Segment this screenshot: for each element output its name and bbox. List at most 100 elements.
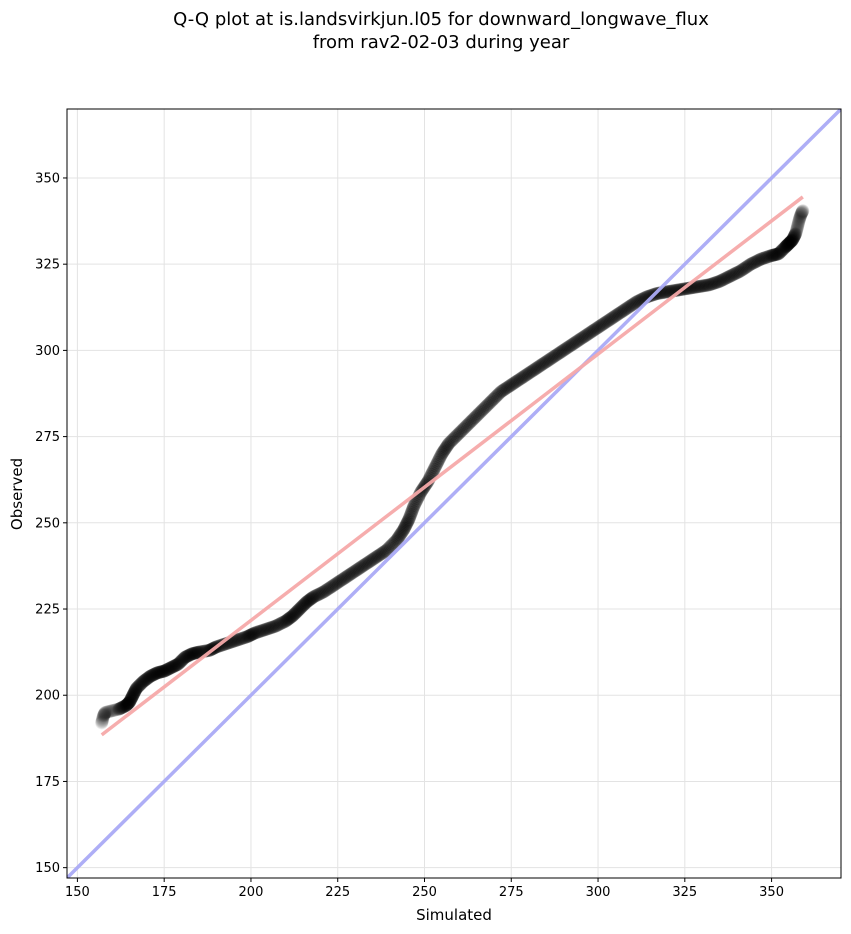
qq-point	[782, 236, 796, 250]
qq-point	[308, 589, 322, 603]
qq-point	[175, 653, 189, 667]
qq-point	[431, 454, 445, 468]
qq-point	[245, 627, 259, 641]
qq-point	[761, 250, 775, 264]
qq-point	[129, 681, 143, 695]
qq-point	[787, 230, 801, 244]
qq-point	[309, 589, 323, 603]
qq-point	[796, 204, 810, 218]
qq-point	[581, 327, 595, 341]
qq-point	[627, 297, 641, 311]
qq-point	[172, 656, 186, 670]
x-tick-label: 200	[239, 885, 264, 900]
qq-point	[142, 670, 156, 684]
qq-point	[790, 224, 804, 238]
qq-point	[758, 251, 772, 265]
qq-point	[524, 365, 538, 379]
qq-point	[247, 627, 261, 641]
qq-point	[147, 668, 161, 682]
qq-point	[767, 248, 781, 262]
qq-point	[516, 370, 530, 384]
qq-point	[621, 300, 635, 314]
qq-point	[364, 554, 378, 568]
qq-point	[126, 687, 140, 701]
qq-point	[395, 525, 409, 539]
qq-point	[95, 715, 109, 729]
qq-point	[795, 205, 809, 219]
qq-point	[116, 700, 130, 714]
qq-point	[762, 249, 776, 263]
qq-point	[120, 697, 134, 711]
qq-point	[500, 380, 514, 394]
qq-point	[582, 326, 596, 340]
qq-point	[603, 312, 617, 326]
qq-point	[244, 628, 258, 642]
qq-point	[356, 559, 370, 573]
qq-point	[659, 285, 673, 299]
qq-point	[788, 229, 802, 243]
qq-point	[786, 231, 800, 245]
qq-point	[437, 444, 451, 458]
qq-point	[473, 405, 487, 419]
qq-point	[616, 304, 630, 318]
qq-point	[185, 647, 199, 661]
qq-point	[342, 568, 356, 582]
qq-point	[709, 276, 723, 290]
qq-point	[430, 457, 444, 471]
qq-point	[260, 622, 274, 636]
qq-point	[366, 552, 380, 566]
qq-point	[279, 614, 293, 628]
qq-point	[791, 217, 805, 231]
qq-point	[297, 598, 311, 612]
qq-point	[427, 462, 441, 476]
qq-point	[319, 583, 333, 597]
qq-point	[472, 407, 486, 421]
qq-point	[95, 713, 109, 727]
qq-point	[576, 330, 590, 344]
qq-point	[285, 610, 299, 624]
qq-point	[391, 530, 405, 544]
qq-point	[151, 666, 165, 680]
qq-point	[129, 682, 143, 696]
qq-point	[784, 234, 798, 248]
qq-point	[129, 683, 143, 697]
qq-point	[785, 233, 799, 247]
qq-point	[288, 606, 302, 620]
qq-point	[267, 620, 281, 634]
qq-point	[790, 222, 804, 236]
qq-point	[534, 358, 548, 372]
qq-point	[397, 521, 411, 535]
qq-point	[569, 335, 583, 349]
qq-point	[590, 321, 604, 335]
qq-point	[450, 429, 464, 443]
qq-point	[96, 712, 110, 726]
qq-point	[539, 355, 553, 369]
qq-point	[394, 527, 408, 541]
qq-point	[121, 696, 135, 710]
qq-point	[110, 702, 124, 716]
qq-point	[794, 207, 808, 221]
qq-point	[373, 548, 387, 562]
qq-point	[448, 430, 462, 444]
qq-point	[158, 664, 172, 678]
qq-point	[700, 278, 714, 292]
qq-point	[788, 228, 802, 242]
qq-point	[292, 603, 306, 617]
qq-point	[791, 219, 805, 233]
qq-point	[491, 387, 505, 401]
qq-point	[585, 324, 599, 338]
qq-point	[281, 612, 295, 626]
qq-point	[543, 352, 557, 366]
qq-point	[300, 594, 314, 608]
qq-point	[336, 572, 350, 586]
y-tick-label: 225	[35, 603, 60, 618]
qq-point	[357, 558, 371, 572]
qq-point	[428, 461, 442, 475]
qq-point	[242, 629, 256, 643]
qq-point	[323, 580, 337, 594]
qq-point	[234, 632, 248, 646]
qq-point	[746, 256, 760, 270]
qq-point	[763, 249, 777, 263]
qq-point	[552, 346, 566, 360]
qq-point	[112, 702, 126, 716]
